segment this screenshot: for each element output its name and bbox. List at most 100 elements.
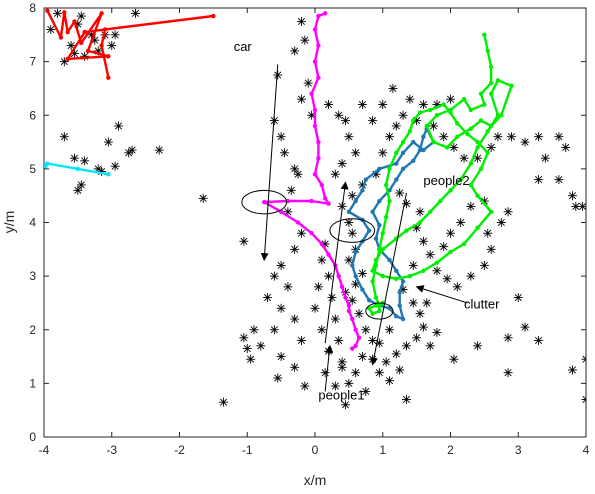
clutter-point bbox=[395, 188, 405, 198]
trajectory-point bbox=[485, 129, 490, 134]
trajectory-point bbox=[441, 102, 446, 107]
clutter-point bbox=[473, 153, 483, 163]
clutter-point bbox=[317, 325, 327, 335]
clutter-point bbox=[313, 282, 323, 292]
trajectory-point bbox=[394, 268, 399, 273]
trajectory-point bbox=[387, 306, 392, 311]
trajectory-point bbox=[353, 249, 358, 255]
clutter-point bbox=[273, 373, 283, 383]
clutter-point bbox=[273, 70, 283, 80]
trajectory-point bbox=[465, 131, 470, 137]
trajectory-point bbox=[394, 177, 399, 182]
clutter-point bbox=[418, 100, 428, 110]
trajectory-point bbox=[397, 303, 402, 308]
clutter-point bbox=[347, 295, 357, 305]
trajectory-point bbox=[312, 59, 318, 64]
clutter-point bbox=[449, 354, 459, 364]
trajectory-point bbox=[261, 199, 267, 205]
clutter-point bbox=[110, 30, 120, 40]
clutter-point bbox=[239, 333, 249, 343]
clutter-point bbox=[368, 116, 378, 126]
clutter-point bbox=[554, 132, 564, 142]
trajectory-point bbox=[360, 287, 365, 292]
trajectory-point bbox=[65, 56, 70, 62]
clutter-point bbox=[198, 193, 208, 203]
clutter-point bbox=[53, 8, 63, 18]
clutter-point bbox=[344, 255, 354, 265]
trajectory-point bbox=[316, 13, 321, 19]
clutter-point bbox=[263, 293, 273, 303]
clutter-point bbox=[246, 354, 256, 364]
trajectory-point bbox=[312, 172, 318, 177]
trajectory-point bbox=[326, 252, 331, 257]
clutter-point bbox=[415, 309, 425, 319]
trajectory-point bbox=[350, 316, 355, 322]
trajectory-point bbox=[316, 155, 321, 161]
trajectory-point bbox=[499, 113, 504, 118]
y-tick-label: 0 bbox=[29, 430, 36, 444]
clutter-point bbox=[534, 175, 544, 185]
trajectory-point bbox=[394, 276, 399, 282]
y-axis-label: y/m bbox=[1, 211, 17, 234]
clutter-point bbox=[395, 365, 405, 375]
clutter-point bbox=[344, 378, 354, 388]
clutter-point bbox=[567, 365, 577, 375]
trajectory-point bbox=[495, 113, 501, 118]
clutter-point bbox=[391, 121, 401, 131]
trajectory-point bbox=[370, 311, 375, 316]
clutter-point bbox=[459, 153, 469, 163]
trajectory-point bbox=[394, 150, 399, 155]
clutter-point bbox=[300, 35, 310, 45]
clutter-point bbox=[554, 175, 564, 185]
trajectory-point bbox=[309, 91, 314, 97]
clutter-point bbox=[439, 242, 449, 252]
clutter-point bbox=[442, 274, 452, 284]
clutter-point bbox=[432, 327, 442, 337]
trajectory-point bbox=[353, 343, 358, 349]
trajectory-point bbox=[346, 303, 352, 308]
trajectory-point bbox=[373, 236, 379, 241]
clutter-point bbox=[385, 376, 395, 386]
x-tick-label: -2 bbox=[174, 443, 185, 457]
clutter-point bbox=[534, 132, 544, 142]
trajectory-point bbox=[377, 222, 382, 228]
clutter-point bbox=[351, 148, 361, 158]
trajectory-point bbox=[326, 201, 331, 206]
clutter-point bbox=[310, 303, 320, 313]
clutter-point bbox=[107, 41, 117, 51]
trajectory-point bbox=[387, 166, 392, 172]
clutter-point bbox=[479, 260, 489, 270]
clutter-point bbox=[496, 218, 506, 227]
trajectory-point bbox=[75, 166, 81, 172]
clutter-point bbox=[391, 349, 401, 359]
clutter-point bbox=[374, 368, 384, 378]
clutter-point bbox=[473, 341, 483, 351]
clutter-point bbox=[506, 132, 516, 142]
clutter-point bbox=[296, 335, 306, 345]
clutter-point bbox=[276, 132, 286, 142]
clutter-point bbox=[307, 110, 317, 120]
trajectory-point bbox=[62, 10, 67, 15]
clutter-point bbox=[239, 236, 249, 246]
clutter-point bbox=[154, 145, 164, 155]
x-tick-label: -1 bbox=[242, 443, 253, 457]
clutter-point bbox=[422, 298, 432, 308]
trajectory-point bbox=[455, 121, 460, 126]
clutter-point bbox=[567, 191, 577, 201]
clutter-point bbox=[76, 11, 86, 21]
clutter-point bbox=[324, 271, 334, 281]
clutter-point bbox=[127, 145, 137, 155]
trajectory-point bbox=[380, 273, 385, 279]
clutter-point bbox=[66, 41, 76, 51]
clutter-point bbox=[385, 132, 395, 142]
clutter-point bbox=[256, 341, 266, 351]
trajectory-point bbox=[434, 113, 440, 118]
trajectory-point bbox=[377, 198, 382, 204]
clutter-point bbox=[290, 244, 300, 254]
plot-area bbox=[43, 7, 587, 438]
trajectory-point bbox=[448, 110, 453, 115]
clutter-point bbox=[290, 314, 300, 324]
clutter-point bbox=[520, 137, 530, 147]
clutter-point bbox=[540, 153, 550, 163]
trajectory-point bbox=[383, 182, 389, 188]
